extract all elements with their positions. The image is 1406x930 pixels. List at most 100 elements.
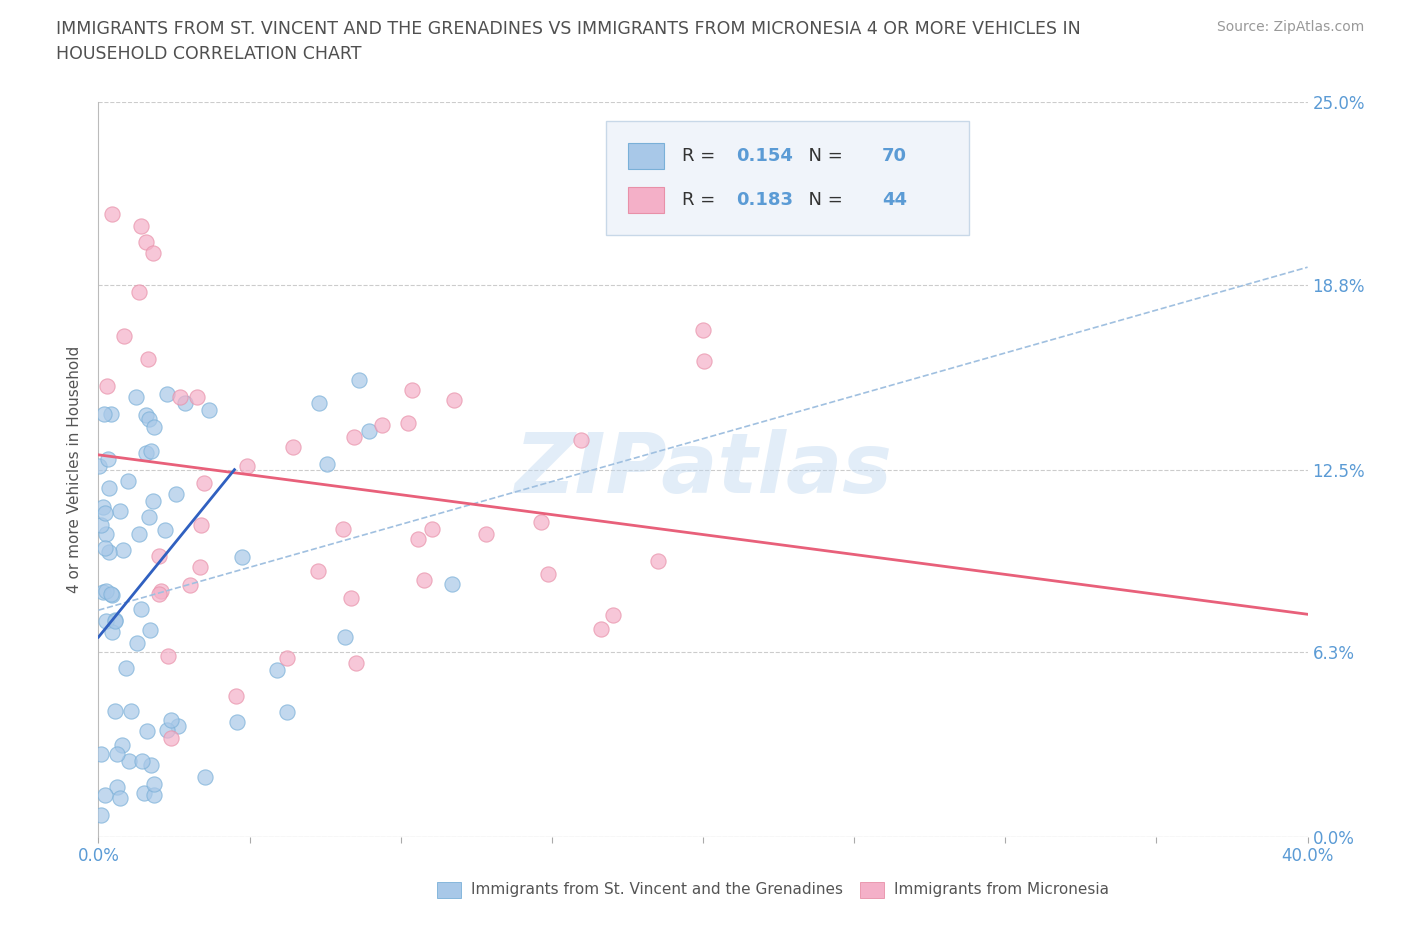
Point <box>138 412 160 427</box>
Text: 70: 70 <box>882 147 907 165</box>
Text: 0.183: 0.183 <box>735 191 793 209</box>
Point <box>118 753 141 768</box>
Point <box>93 406 115 421</box>
Point <box>174 395 197 410</box>
Point <box>104 704 127 719</box>
Point <box>136 352 159 366</box>
Text: ZIPatlas: ZIPatlas <box>515 429 891 511</box>
Point <box>422 522 444 537</box>
Point <box>135 724 157 738</box>
Text: Immigrants from St. Vincent and the Grenadines: Immigrants from St. Vincent and the Gren… <box>471 883 842 897</box>
Point <box>333 630 356 644</box>
Point <box>307 564 329 578</box>
Text: HOUSEHOLD CORRELATION CHART: HOUSEHOLD CORRELATION CHART <box>56 45 361 62</box>
Point <box>443 392 465 407</box>
Point <box>316 457 339 472</box>
Point <box>125 636 148 651</box>
Point <box>100 586 122 601</box>
Point <box>94 614 117 629</box>
Point <box>93 584 115 599</box>
Text: N =: N = <box>797 191 849 209</box>
Point <box>97 544 120 559</box>
Point <box>159 730 181 745</box>
Point <box>100 406 122 421</box>
Point <box>90 746 112 761</box>
Point <box>160 712 183 727</box>
Point <box>105 746 128 761</box>
Text: 0.154: 0.154 <box>735 147 793 165</box>
Point <box>120 704 142 719</box>
Point <box>94 527 117 542</box>
Point <box>188 560 211 575</box>
Text: R =: R = <box>682 191 721 209</box>
Text: N =: N = <box>797 147 849 165</box>
Point <box>193 476 215 491</box>
Point <box>111 738 134 753</box>
Point <box>692 322 714 337</box>
Point <box>530 514 553 529</box>
Point <box>90 517 112 532</box>
Point <box>94 584 117 599</box>
Point <box>359 424 381 439</box>
Point <box>396 416 419 431</box>
Point <box>128 526 150 541</box>
Point <box>142 788 165 803</box>
Point <box>150 583 173 598</box>
Point <box>129 219 152 233</box>
Point <box>231 550 253 565</box>
Point <box>104 613 127 628</box>
Point <box>474 527 496 542</box>
Point <box>115 660 138 675</box>
Point <box>142 493 165 508</box>
Point <box>276 650 298 665</box>
Point <box>157 648 180 663</box>
Point <box>97 452 120 467</box>
Point <box>440 577 463 591</box>
Point <box>693 353 716 368</box>
Point <box>94 506 117 521</box>
Point <box>179 578 201 592</box>
Point <box>129 602 152 617</box>
Point <box>226 714 249 729</box>
Point <box>169 390 191 405</box>
FancyBboxPatch shape <box>628 142 664 169</box>
Point <box>165 487 187 502</box>
Point <box>153 523 176 538</box>
FancyBboxPatch shape <box>437 882 461 898</box>
Point <box>281 440 304 455</box>
Point <box>87 458 110 473</box>
Point <box>143 419 166 434</box>
Point <box>98 481 121 496</box>
Point <box>412 573 434 588</box>
Point <box>371 418 394 432</box>
Text: 44: 44 <box>882 191 907 209</box>
Point <box>344 656 367 671</box>
Point <box>134 445 156 460</box>
Point <box>134 785 156 800</box>
Point <box>347 373 370 388</box>
Point <box>110 503 132 518</box>
Point <box>112 543 135 558</box>
Point <box>110 790 132 805</box>
Point <box>340 591 363 605</box>
Point <box>406 532 429 547</box>
Text: IMMIGRANTS FROM ST. VINCENT AND THE GRENADINES VS IMMIGRANTS FROM MICRONESIA 4 O: IMMIGRANTS FROM ST. VINCENT AND THE GREN… <box>56 20 1081 38</box>
Point <box>143 777 166 791</box>
Point <box>112 328 135 343</box>
Point <box>156 723 179 737</box>
Point <box>332 522 354 537</box>
Point <box>308 396 330 411</box>
Point <box>96 379 118 394</box>
FancyBboxPatch shape <box>860 882 884 898</box>
Point <box>156 386 179 401</box>
Point <box>100 206 122 221</box>
Point <box>91 500 114 515</box>
Text: R =: R = <box>682 147 721 165</box>
Point <box>101 587 124 602</box>
Point <box>194 770 217 785</box>
Point <box>117 473 139 488</box>
Point <box>93 540 115 555</box>
Point <box>131 753 153 768</box>
Text: Source: ZipAtlas.com: Source: ZipAtlas.com <box>1216 20 1364 34</box>
Y-axis label: 4 or more Vehicles in Household: 4 or more Vehicles in Household <box>67 346 83 593</box>
